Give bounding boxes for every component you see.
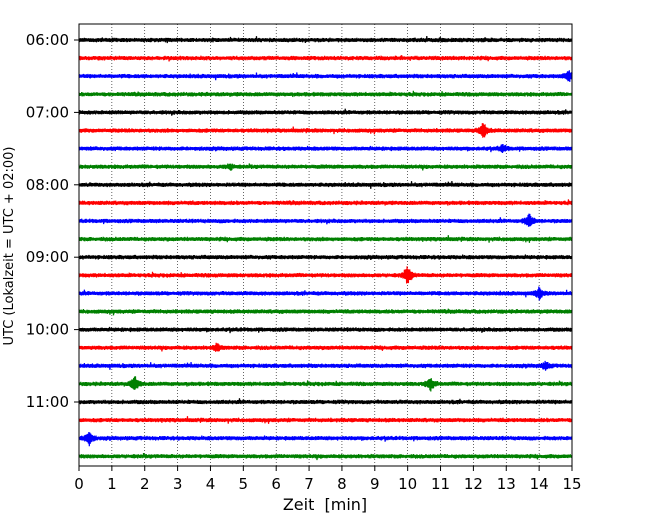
trace-row bbox=[78, 254, 573, 261]
x-tick-label: 9 bbox=[370, 475, 380, 493]
y-tick-label: 08:00 bbox=[26, 176, 69, 194]
trace-row bbox=[78, 180, 573, 189]
trace-row bbox=[78, 70, 573, 82]
trace-row bbox=[78, 308, 573, 316]
x-tick-label: 5 bbox=[239, 475, 249, 493]
y-tick-label: 07:00 bbox=[26, 103, 69, 121]
x-tick-label: 15 bbox=[562, 475, 581, 493]
x-tick-label: 2 bbox=[140, 475, 150, 493]
trace-row bbox=[78, 326, 573, 334]
x-tick-label: 10 bbox=[398, 475, 417, 493]
x-tick-label: 4 bbox=[206, 475, 216, 493]
trace-row bbox=[78, 55, 573, 62]
trace-row bbox=[78, 108, 573, 116]
trace-row bbox=[78, 163, 573, 171]
trace-row bbox=[78, 90, 573, 98]
trace-row bbox=[78, 266, 573, 284]
x-tick-label: 0 bbox=[74, 475, 84, 493]
trace-row bbox=[78, 452, 573, 461]
x-tick-label: 3 bbox=[173, 475, 183, 493]
x-axis-label: Zeit [min] bbox=[283, 495, 367, 514]
trace-row bbox=[78, 235, 573, 243]
trace-row bbox=[78, 431, 573, 447]
y-tick-label: 09:00 bbox=[26, 248, 69, 266]
plot-frame bbox=[78, 23, 573, 467]
trace-row bbox=[78, 36, 573, 44]
y-tick-label: 06:00 bbox=[26, 31, 69, 49]
x-tick-label: 13 bbox=[497, 475, 516, 493]
x-tick-label: 1 bbox=[107, 475, 117, 493]
y-axis-label: UTC (Lokalzeit = UTC + 02:00) bbox=[2, 147, 17, 346]
x-tick-label: 7 bbox=[304, 475, 314, 493]
trace-row bbox=[78, 123, 573, 138]
x-tick-label: 11 bbox=[431, 475, 450, 493]
trace-row bbox=[78, 376, 573, 392]
x-axis-ticks: 0 1 2 3 4 5 6 7 8 9 10 11 12 13 14 15 bbox=[74, 466, 582, 493]
y-tick-label: 10:00 bbox=[26, 321, 69, 339]
trace-row bbox=[78, 360, 573, 371]
trace-row bbox=[78, 199, 573, 206]
trace-row bbox=[78, 398, 573, 405]
plot-area bbox=[79, 24, 572, 466]
trace-row bbox=[78, 144, 573, 154]
x-tick-label: 14 bbox=[530, 475, 549, 493]
y-axis-ticks: 06:00 07:00 08:00 09:00 10:00 11:00 bbox=[26, 31, 79, 411]
trace-rows bbox=[78, 36, 573, 461]
y-tick-label: 11:00 bbox=[26, 393, 69, 411]
trace-row bbox=[78, 213, 573, 227]
x-tick-label: 12 bbox=[464, 475, 483, 493]
x-tick-label: 6 bbox=[271, 475, 281, 493]
x-tick-label: 8 bbox=[337, 475, 347, 493]
trace-row bbox=[78, 342, 573, 352]
trace-row bbox=[78, 286, 573, 301]
trace-row bbox=[78, 416, 573, 424]
